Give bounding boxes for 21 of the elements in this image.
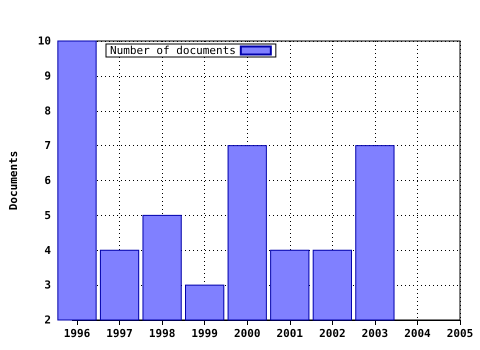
legend-label: Number of documents [110, 44, 236, 57]
y-tick-label: 9 [44, 69, 51, 82]
x-tick-label: 2003 [362, 327, 388, 340]
y-tick-label: 2 [44, 314, 51, 326]
y-tick-label: 6 [44, 174, 52, 187]
y-tick-label: 7 [44, 139, 51, 152]
x-tick-label: 1997 [106, 327, 133, 340]
y-tick-label: 3 [44, 278, 51, 292]
x-tick-label: 2004 [404, 327, 432, 340]
x-tick-label: 1996 [64, 327, 91, 340]
x-tick-label: 2002 [319, 327, 346, 340]
x-tick-label: 2005 [446, 327, 474, 340]
y-tick-label: 5 [44, 208, 51, 222]
x-tick-label: 1998 [148, 327, 176, 340]
y-tick-label: 4 [44, 244, 52, 257]
y-tick-label: 10 [38, 34, 51, 48]
x-tick-label: 2000 [234, 327, 260, 340]
x-tick-label: 1999 [191, 327, 218, 340]
y-axis-title: Documents [7, 150, 20, 210]
x-tick-label: 2001 [276, 327, 304, 340]
y-tick-label: 8 [44, 104, 51, 118]
